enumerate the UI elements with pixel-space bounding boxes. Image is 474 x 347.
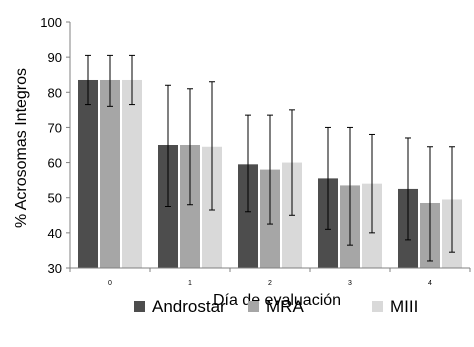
bars bbox=[78, 54, 462, 268]
bar-mra-0 bbox=[100, 79, 120, 268]
legend: Androstar MRA MIII bbox=[134, 297, 418, 316]
x-tick-label: 0 bbox=[108, 280, 112, 287]
legend-label-mra: MRA bbox=[266, 297, 304, 316]
legend-swatch-miii bbox=[372, 301, 383, 312]
x-axis-label: Día de evaluación bbox=[213, 292, 341, 309]
y-tick-label: 60 bbox=[48, 156, 62, 171]
bar-miii-0 bbox=[122, 79, 142, 268]
bar-androstar-0 bbox=[78, 79, 98, 268]
bar-mra-1 bbox=[180, 145, 200, 268]
y-tick-label: 70 bbox=[48, 120, 62, 135]
bar-androstar-2 bbox=[238, 164, 258, 268]
y-tick-label: 30 bbox=[48, 261, 62, 276]
y-tick-label: 40 bbox=[48, 226, 62, 241]
x-tick-label: 3 bbox=[348, 280, 352, 287]
y-axis-label: % Acrosomas Integros bbox=[13, 68, 30, 228]
legend-swatch-mra bbox=[248, 301, 259, 312]
y-tick-label: 80 bbox=[48, 85, 62, 100]
y-tick-label: 100 bbox=[40, 15, 62, 30]
x-tick-label: 2 bbox=[268, 280, 272, 287]
x-tick-label: 1 bbox=[188, 280, 192, 287]
x-axis: 0 1 2 3 4 bbox=[69, 267, 471, 287]
y-tick-label: 90 bbox=[48, 50, 62, 65]
legend-swatch-androstar bbox=[134, 301, 145, 312]
y-axis: 30 40 50 60 70 80 90 100 bbox=[40, 15, 71, 276]
legend-label-androstar: Androstar bbox=[152, 297, 226, 316]
y-tick-label: 50 bbox=[48, 191, 62, 206]
x-tick-label: 4 bbox=[428, 280, 432, 287]
legend-label-miii: MIII bbox=[390, 297, 418, 316]
